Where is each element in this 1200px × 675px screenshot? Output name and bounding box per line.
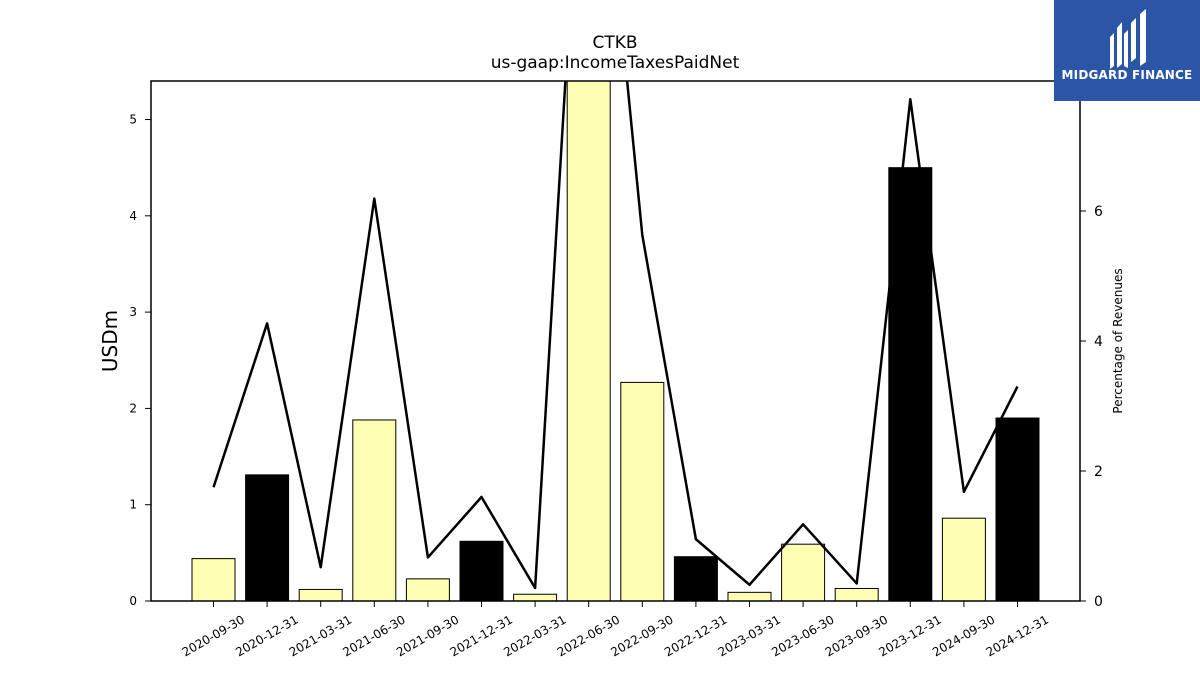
brand-name: MIDGARD FINANCE xyxy=(1061,68,1193,82)
bar xyxy=(405,578,450,601)
bar xyxy=(781,543,826,601)
brand-logo-icon xyxy=(1110,9,1146,69)
y-tick-label-right: 6 xyxy=(1094,204,1103,220)
bar xyxy=(995,417,1040,601)
line-series-group xyxy=(212,81,1019,590)
y-axis-left: 0 1 2 3 4 5 xyxy=(129,113,151,608)
chart-title: CTKB xyxy=(592,33,637,53)
y-axis-right: 02468 xyxy=(1080,74,1103,610)
x-axis: 2020-09-302020-12-312021-03-312021-06-30… xyxy=(180,601,1051,659)
y-tick-label-right: 0 xyxy=(1094,594,1103,610)
bar xyxy=(620,381,665,601)
y-axis-right-label: Percentage of Revenues xyxy=(1111,268,1125,413)
y-tick-label-left: 0 xyxy=(129,594,137,608)
y-tick-label-left: 3 xyxy=(129,305,137,319)
bar xyxy=(191,558,236,601)
bar xyxy=(566,81,611,601)
bar xyxy=(298,588,343,601)
bar xyxy=(245,474,290,601)
bar xyxy=(673,556,718,601)
y-tick-label-left: 2 xyxy=(129,401,137,415)
y-tick-label-left: 4 xyxy=(129,209,137,223)
bar xyxy=(352,419,397,601)
bar xyxy=(513,593,558,601)
bar xyxy=(941,517,986,601)
y-tick-label-right: 4 xyxy=(1094,334,1103,350)
bar-series xyxy=(191,81,1040,601)
bar xyxy=(834,587,879,601)
y-tick-label-right: 2 xyxy=(1094,464,1103,480)
chart-subtitle: us-gaap:IncomeTaxesPaidNet xyxy=(491,53,740,73)
y-tick-label-left: 1 xyxy=(129,498,137,512)
bar xyxy=(727,591,772,601)
y-axis-left-label: USDm xyxy=(98,310,122,372)
y-tick-label-left: 5 xyxy=(129,113,137,127)
bar xyxy=(459,540,504,601)
line-series xyxy=(212,81,1019,590)
brand-logo: MIDGARD FINANCE xyxy=(1054,0,1200,101)
plot-frame xyxy=(150,80,1081,602)
